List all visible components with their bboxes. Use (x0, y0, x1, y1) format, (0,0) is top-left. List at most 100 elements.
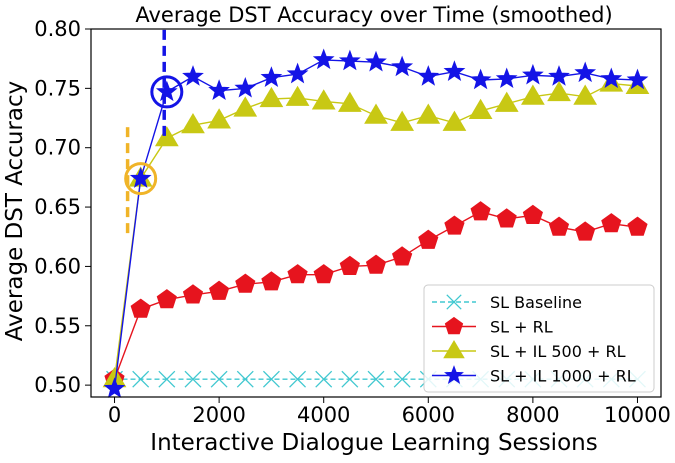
highlight-circle (124, 162, 158, 196)
x-marker (315, 370, 333, 388)
y-tick-label: 0.50 (34, 373, 81, 397)
triangle-marker (233, 96, 258, 117)
star-marker (600, 67, 623, 89)
pentagon-marker (339, 255, 360, 275)
triangle-marker (390, 110, 415, 131)
star-marker (286, 62, 309, 84)
y-tick-label: 0.55 (34, 314, 81, 338)
triangle-marker (181, 113, 205, 134)
pentagon-marker (444, 215, 465, 235)
triangle-marker (521, 84, 545, 105)
triangle-marker (443, 339, 465, 359)
star-marker (260, 66, 283, 87)
legend-label: SL + IL 500 + RL (490, 342, 626, 361)
star-marker (365, 50, 387, 72)
star-marker (391, 55, 414, 77)
triangle-marker (573, 84, 598, 105)
plot-area (102, 29, 650, 398)
pentagon-marker (470, 201, 491, 221)
pentagon-marker (156, 289, 177, 309)
plot-frame (90, 28, 662, 398)
pentagon-marker (261, 271, 282, 291)
star-marker (129, 167, 152, 188)
pentagon-marker (182, 284, 204, 304)
x-marker (210, 370, 228, 388)
x-marker (262, 370, 280, 388)
x-tick-label: 8000 (506, 403, 559, 427)
y-tick-label: 0.75 (34, 76, 81, 100)
legend-label: SL + IL 1000 + RL (490, 367, 636, 386)
x-marker (367, 370, 385, 388)
y-tick-label: 0.65 (34, 195, 81, 219)
triangle-marker (364, 103, 388, 124)
pentagon-marker (287, 264, 308, 284)
x-marker (341, 370, 359, 388)
star-marker (548, 65, 570, 86)
pentagon-marker (627, 216, 648, 236)
triangle-marker (442, 110, 467, 131)
pentagon-marker (601, 213, 622, 233)
triangle-marker (311, 89, 336, 110)
star-marker (417, 65, 440, 86)
pentagon-marker (548, 216, 570, 236)
triangle-marker (494, 91, 519, 112)
star-marker (469, 68, 492, 90)
axis-ticks: 0 2000 4000 6000 8000 10000 0.50 0.55 0.60 0.65 0.… (34, 17, 671, 427)
x-tick-label: 0 (108, 403, 121, 427)
triangle-marker (154, 126, 179, 147)
x-marker (393, 370, 411, 388)
star-marker (155, 80, 178, 102)
pentagon-marker (575, 221, 596, 241)
star-marker (444, 365, 464, 384)
legend-box (423, 284, 655, 393)
pentagon-marker (444, 316, 464, 335)
y-axis-label: Average DST Accuracy (2, 81, 28, 341)
chart-title: Average DST Accuracy over Time (smoothed… (135, 3, 612, 27)
star-marker (338, 49, 361, 71)
x-tick-label: 10000 (604, 403, 671, 427)
triangle-marker (547, 80, 571, 102)
star-marker (182, 65, 204, 86)
x-tick-label: 2000 (192, 403, 245, 427)
x-axis-label: Interactive Dialogue Learning Sessions (150, 430, 597, 456)
pentagon-marker (235, 273, 256, 293)
pentagon-marker (392, 246, 413, 266)
y-tick-label: 0.60 (34, 254, 81, 278)
star-marker (234, 76, 257, 98)
triangle-marker (259, 86, 284, 108)
legend-label: SL + RL (490, 318, 553, 337)
x-tick-label: 6000 (402, 403, 455, 427)
star-marker (312, 48, 335, 70)
triangle-marker (285, 85, 310, 106)
pentagon-marker (418, 229, 439, 249)
star-marker (103, 377, 126, 398)
triangle-marker (416, 103, 441, 124)
star-marker (626, 68, 649, 90)
x-marker (158, 370, 176, 388)
legend: SL Baseline SL + RL SL + IL 500 + RL SL + I… (423, 284, 655, 393)
star-marker (208, 79, 230, 100)
pentagon-marker (209, 280, 230, 300)
pentagon-marker (365, 254, 387, 274)
triangle-marker (337, 91, 362, 112)
x-marker (132, 370, 150, 388)
x-marker (184, 370, 202, 388)
star-marker (443, 60, 466, 81)
y-tick-label: 0.70 (34, 136, 81, 160)
star-marker (522, 63, 544, 85)
x-marker (446, 294, 462, 310)
pentagon-marker (313, 264, 334, 284)
star-marker (495, 67, 518, 89)
pentagon-marker (496, 208, 517, 228)
x-tick-label: 4000 (297, 403, 350, 427)
legend-label: SL Baseline (490, 293, 582, 312)
x-marker (236, 370, 254, 388)
pentagon-marker (522, 204, 543, 224)
highlight-circle (150, 75, 184, 109)
y-tick-label: 0.80 (34, 17, 81, 41)
pentagon-marker (130, 298, 151, 318)
star-marker (574, 61, 597, 83)
triangle-marker (207, 108, 231, 129)
triangle-marker (468, 98, 493, 119)
